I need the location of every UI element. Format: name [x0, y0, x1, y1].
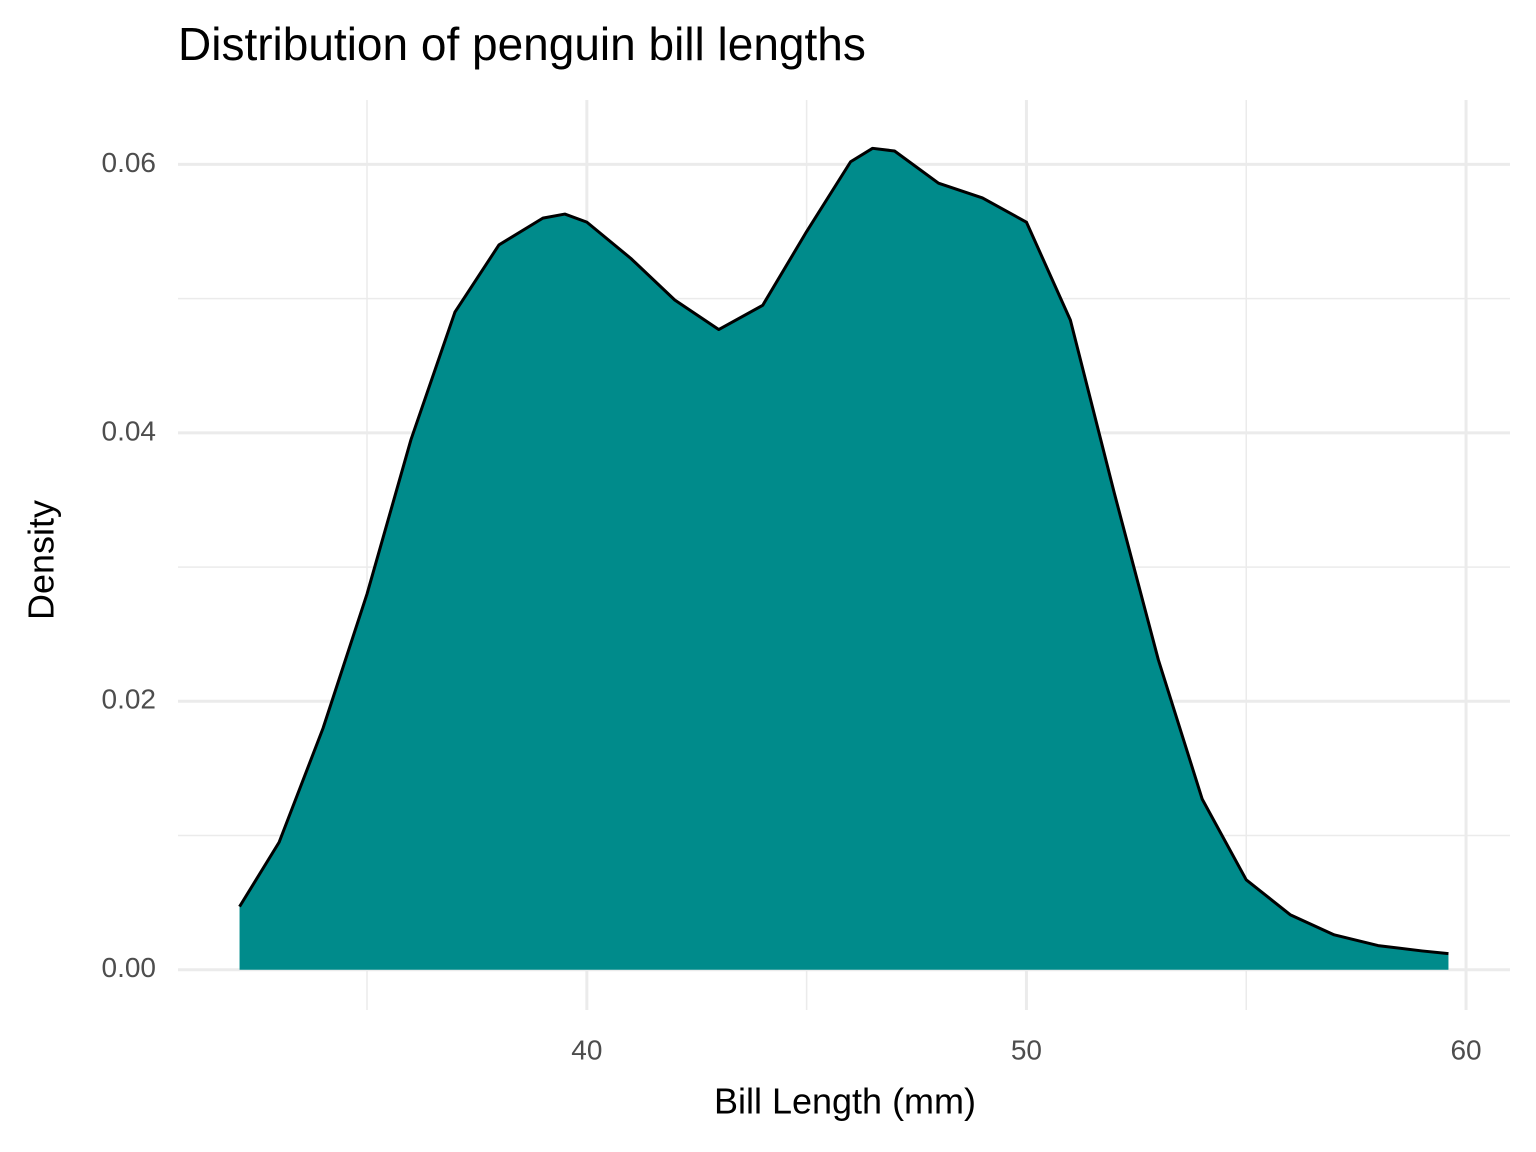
- x-tick-label: 60: [1450, 1034, 1481, 1065]
- x-axis-title: Bill Length (mm): [714, 1081, 976, 1122]
- chart-title: Distribution of penguin bill lengths: [178, 18, 866, 70]
- density-area: [239, 148, 1449, 970]
- density-line: [238, 146, 1449, 956]
- y-tick-label: 0.06: [102, 147, 157, 178]
- y-axis-title: Density: [21, 500, 62, 620]
- y-tick-label: 0.02: [102, 684, 157, 715]
- y-tick-label: 0.00: [102, 952, 157, 983]
- y-tick-label: 0.04: [102, 415, 157, 446]
- x-tick-label: 40: [571, 1034, 602, 1065]
- x-tick-label: 50: [1011, 1034, 1042, 1065]
